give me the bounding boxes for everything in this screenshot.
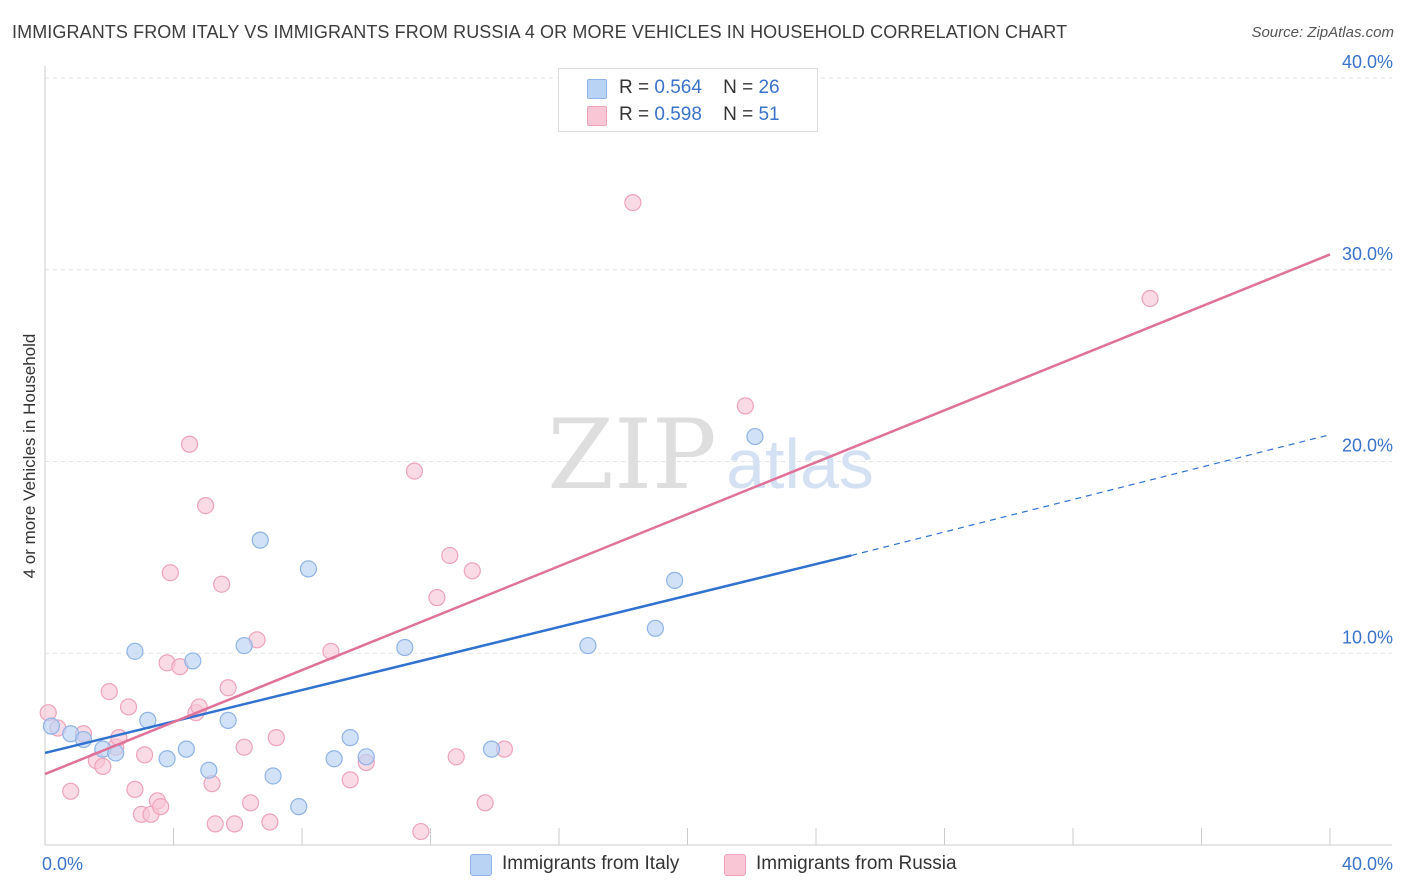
russia-point [180,435,199,453]
y-axis-label: 4 or more Vehicles in Household [20,333,39,579]
series-russia-points [39,194,1159,841]
russia-point [441,546,459,565]
italy-point [42,717,61,735]
italy-point [325,750,343,768]
italy-point [158,750,176,768]
watermark-zip: ZIP [547,399,716,511]
italy-point [126,642,144,660]
bottom-legend-swatch-russia [724,854,746,876]
italy-point [251,531,269,549]
russia-point [126,780,144,798]
russia-point [476,794,494,812]
russia-point [412,822,430,841]
y-tick-label: 20.0% [1342,436,1393,456]
russia-point [152,798,170,816]
russia-point [1141,289,1159,308]
italy-point [341,729,359,747]
legend-italy-r-label: R = [619,77,650,98]
legend-russia-n-value: 51 [758,104,780,125]
gridlines [45,77,1392,654]
italy-point [579,636,597,655]
legend-swatch-italy [587,79,607,99]
russia-point [267,729,285,747]
italy-point [264,767,282,785]
russia-point [100,682,118,701]
russia-point [736,397,754,415]
russia-point [447,748,465,766]
russia-trend-line [44,253,1331,776]
russia-point [225,815,244,833]
russia-point [242,794,260,812]
x-tick-label: 0.0% [42,854,83,874]
italy-point [357,748,375,766]
italy-point [290,798,308,816]
stats-legend: R = 0.564 N = 26 R = 0.598 N = 51 [558,68,818,132]
italy-point [746,427,764,446]
russia-point [206,815,224,833]
russia-point [135,746,154,764]
legend-russia-r-value: 0.598 [654,104,702,125]
bottom-legend-label-russia: Immigrants from Russia [756,853,957,874]
bottom-legend-swatch-italy [470,854,492,876]
italy-point [299,560,318,578]
italy-trend-line [44,554,852,755]
legend-italy-n-value: 26 [758,77,780,98]
russia-point [341,771,359,789]
russia-point [624,194,642,212]
italy-point [184,652,202,670]
russia-point [119,698,138,716]
russia-point [94,757,112,775]
russia-point [261,813,279,831]
watermark: ZIP atlas [547,399,874,511]
legend-swatch-russia [587,106,607,126]
russia-point [463,562,481,580]
y-tick-label: 40.0% [1342,52,1393,72]
source-credit: Source: ZipAtlas.com [1251,24,1394,41]
italy-point [396,638,414,657]
russia-point [405,462,424,480]
legend-russia-n-label: N = [723,104,754,125]
y-tick-label: 10.0% [1342,627,1393,647]
axes [44,66,1392,846]
italy-point [219,711,237,729]
italy-trend-extension [851,434,1331,557]
legend-italy-r-value: 0.564 [654,77,702,98]
x-tick-label: 40.0% [1342,854,1393,874]
italy-point [235,636,253,655]
russia-point [161,564,179,582]
tick-labels: 10.0% 20.0% 30.0% 40.0% 0.0% 40.0% [42,52,1393,874]
trend-lines [44,253,1331,776]
legend-russia-r-label: R = [619,104,650,125]
italy-point [200,761,218,779]
y-tick-label: 30.0% [1342,244,1393,264]
russia-point [213,575,231,593]
italy-point [666,571,684,589]
russia-point [197,497,215,515]
italy-point [646,619,664,637]
russia-point [428,589,446,607]
bottom-legend-label-italy: Immigrants from Italy [502,853,680,874]
italy-point [482,740,501,758]
legend-italy-n-label: N = [723,77,754,98]
russia-point [62,782,80,800]
russia-point [235,738,253,756]
chart-title: IMMIGRANTS FROM ITALY VS IMMIGRANTS FROM… [12,22,1068,42]
italy-point [177,740,195,758]
russia-point [219,679,237,697]
